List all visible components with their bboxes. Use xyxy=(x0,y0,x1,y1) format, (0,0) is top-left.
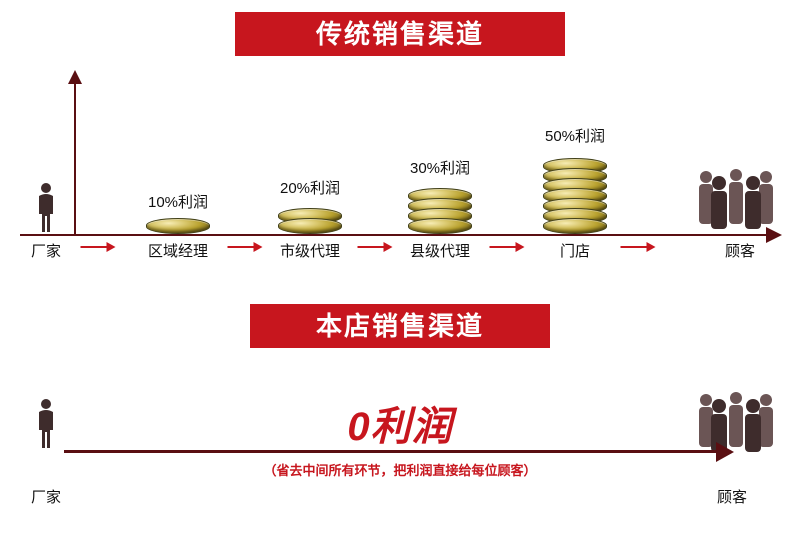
crowd-icon xyxy=(686,390,786,457)
y-axis-arrowhead xyxy=(68,70,82,84)
label-factory: 厂家 xyxy=(31,486,61,507)
zero-profit-text: 0利润 xyxy=(347,394,452,452)
flow-arrow-icon xyxy=(490,238,525,256)
diagram-direct: 0利润 （省去中间所有环节，把利润直接给每位顾客） 厂家 顾客 xyxy=(20,362,780,517)
x-axis xyxy=(20,234,768,236)
flow-arrow-icon xyxy=(358,238,393,256)
profit-label: 10%利润 xyxy=(148,191,208,212)
flow-arrow-icon xyxy=(228,238,263,256)
profit-label: 30%利润 xyxy=(410,157,470,178)
axis-label-customer: 顾客 xyxy=(725,240,755,261)
y-axis xyxy=(74,76,76,236)
profit-label: 50%利润 xyxy=(545,125,605,146)
direct-arrow-head xyxy=(716,442,734,462)
diagram-traditional: 10%利润 20%利润 30%利润 50%利润 xyxy=(20,64,780,264)
coin-stack xyxy=(146,224,210,234)
axis-label-stage: 市级代理 xyxy=(280,240,340,261)
flow-arrow-icon xyxy=(81,238,116,256)
coin-stack xyxy=(278,214,342,234)
label-customer: 顾客 xyxy=(717,486,747,507)
coin-stack xyxy=(543,164,607,234)
banner-direct: 本店销售渠道 xyxy=(250,304,550,348)
banner-traditional: 传统销售渠道 xyxy=(235,12,565,56)
profit-label: 20%利润 xyxy=(280,177,340,198)
axis-label-stage: 县级代理 xyxy=(410,240,470,261)
person-icon xyxy=(36,398,56,450)
subtitle-text: （省去中间所有环节，把利润直接给每位顾客） xyxy=(263,460,536,479)
axis-label-stage: 门店 xyxy=(560,240,590,261)
x-axis-labels: 厂家 区域经理 市级代理 县级代理 门店 顾客 xyxy=(20,240,780,262)
axis-label-stage: 区域经理 xyxy=(148,240,208,261)
crowd-icon xyxy=(686,167,786,234)
person-icon xyxy=(36,182,56,234)
axis-label-factory: 厂家 xyxy=(31,240,61,261)
coin-stack xyxy=(408,194,472,234)
flow-arrow-icon xyxy=(621,238,656,256)
